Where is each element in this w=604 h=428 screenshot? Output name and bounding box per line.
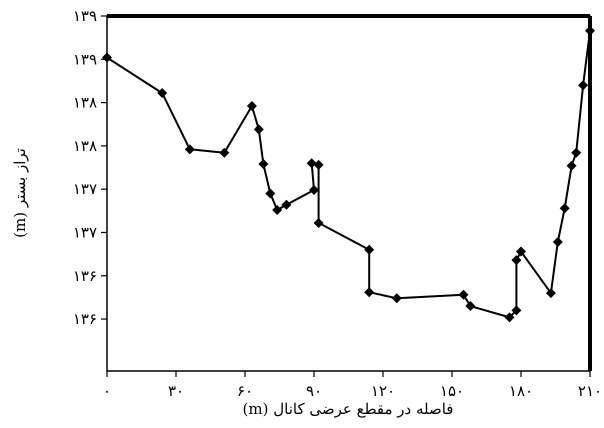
x-tick-label-3: ۹۰ (306, 382, 322, 400)
x-axis-title: فاصله در مقطع عرضی کانال (m) (243, 400, 454, 418)
data-point-23 (545, 288, 556, 299)
data-point-0 (102, 52, 112, 63)
data-point-1 (157, 88, 168, 99)
x-tick-label-7: ۲۱۰ (578, 382, 602, 400)
y-axis-title: تراز بستر (m) (11, 148, 29, 238)
data-point-22 (516, 246, 526, 257)
y-tick-label-5: ۱۳۷ (73, 223, 97, 241)
data-point-16 (391, 293, 402, 304)
y-tick-label-6: ۱۳۶ (73, 267, 97, 285)
y-tick-label-0: ۱۳۹ (73, 7, 97, 25)
y-tick-label-1: ۱۳۹ (73, 50, 97, 68)
data-point-15 (364, 287, 375, 298)
series-line-0 (106, 30, 591, 319)
x-axis: ۰ ۳۰ ۶۰ ۹۰ ۱۲۰ ۱۵۰ ۱۸۰ ۲۱۰ (103, 371, 602, 400)
y-tick-label-2: ۱۳۸ (73, 94, 97, 112)
data-point-4 (246, 101, 257, 112)
data-point-9 (281, 199, 292, 210)
y-tick-label-4: ۱۳۷ (73, 180, 97, 198)
x-tick-label-0: ۰ (103, 382, 111, 400)
data-point-11 (306, 158, 317, 169)
data-point-19 (504, 312, 515, 323)
data-point-13 (313, 217, 324, 228)
x-tick-label-2: ۶۰ (237, 382, 253, 400)
data-point-25 (559, 203, 570, 214)
x-tick-label-1: ۳۰ (168, 382, 184, 400)
data-point-7 (265, 188, 276, 199)
data-point-20 (511, 305, 522, 316)
data-point-2 (184, 144, 195, 155)
x-tick-label-5: ۱۵۰ (440, 382, 464, 400)
data-point-28 (578, 80, 589, 91)
data-point-29 (585, 25, 595, 36)
data-point-12 (313, 159, 324, 170)
x-tick-label-6: ۱۸۰ (509, 382, 533, 400)
data-point-14 (364, 244, 375, 255)
data-point-10 (309, 185, 319, 196)
data-point-26 (566, 160, 577, 171)
y-tick-label-3: ۱۳۸ (73, 137, 97, 155)
data-point-27 (571, 147, 582, 158)
data-point-17 (458, 289, 469, 300)
y-tick-label-7: ۱۳۶ (73, 310, 97, 328)
data-point-18 (465, 301, 476, 312)
data-point-21 (511, 255, 522, 266)
data-point-3 (219, 147, 230, 158)
data-point-6 (258, 159, 269, 170)
data-point-8 (272, 204, 283, 215)
y-axis: ۱۳۹ ۱۳۹ ۱۳۸ ۱۳۸ ۱۳۷ ۱۳۷ ۱۳۶ ۱۳۶ (73, 7, 107, 328)
data-point-24 (552, 236, 563, 247)
series-layer (102, 25, 595, 323)
x-tick-label-4: ۱۲۰ (371, 382, 395, 400)
data-point-5 (253, 124, 264, 135)
